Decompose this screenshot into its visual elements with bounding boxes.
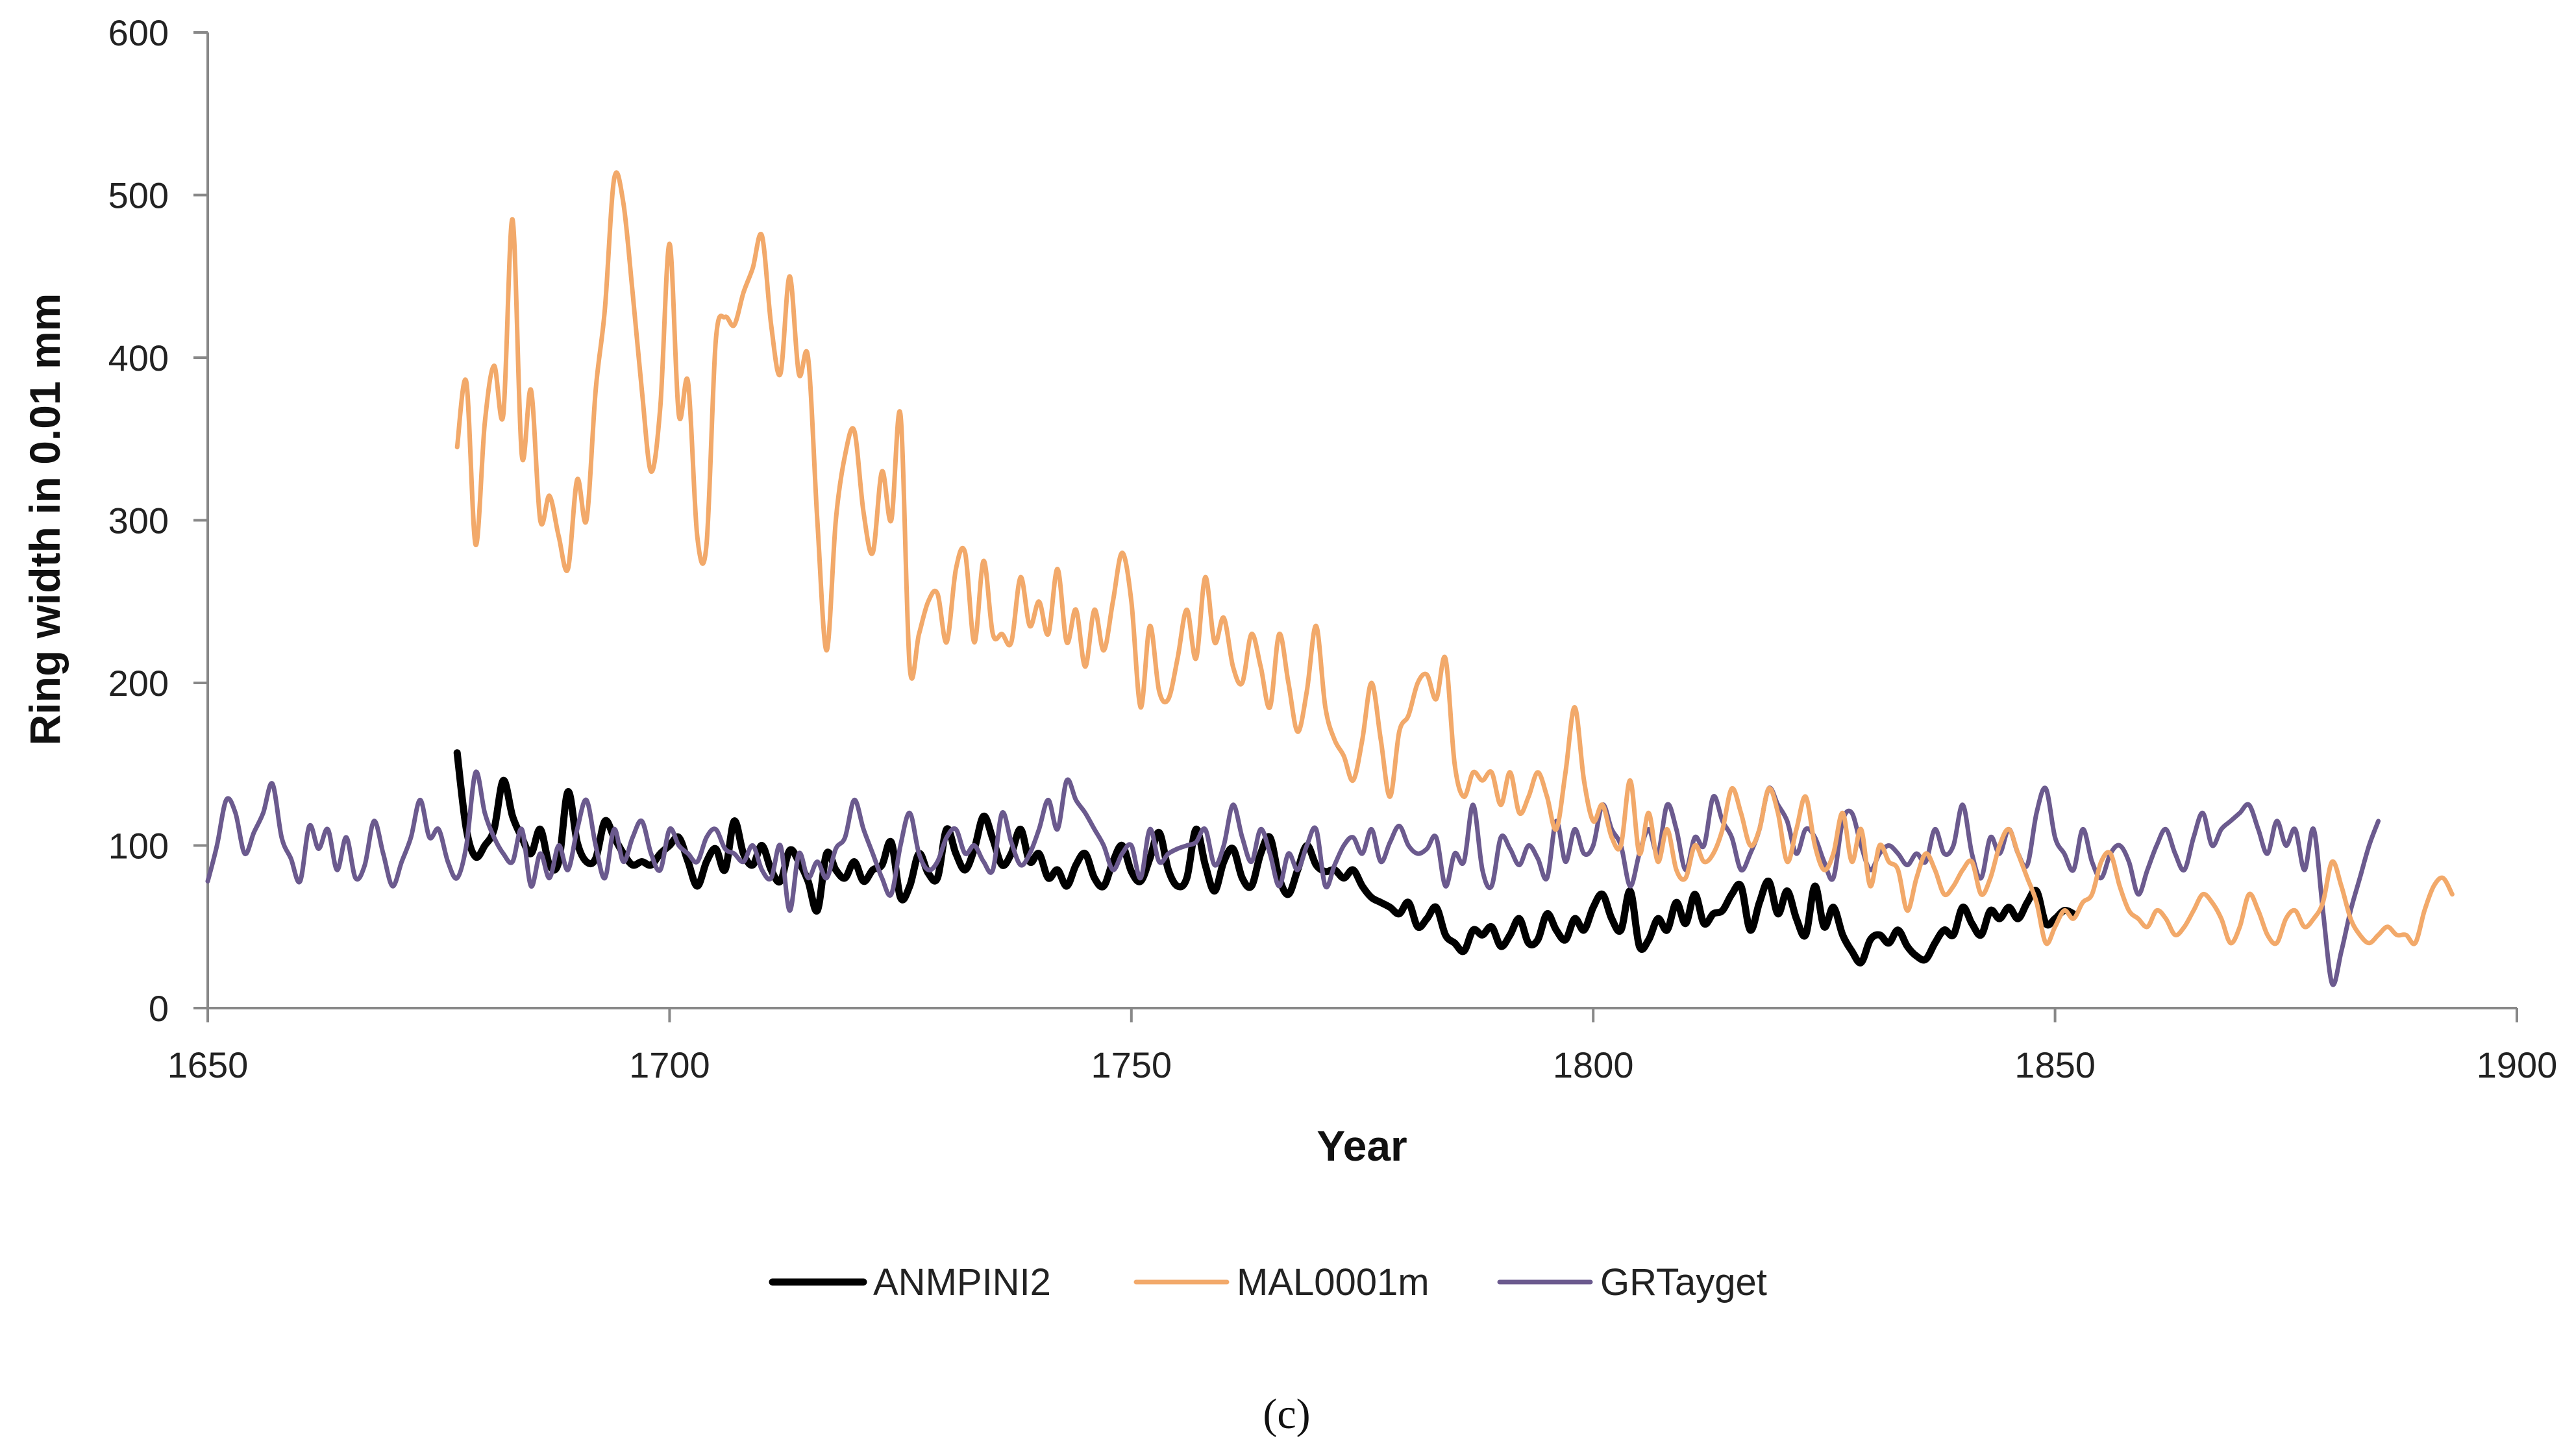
- series-line-anmpini2: [453, 749, 2077, 967]
- x-tick-label: 1700: [629, 1044, 710, 1085]
- y-tick-label: 100: [108, 826, 169, 867]
- x-tick-label: 1750: [1091, 1044, 1172, 1085]
- legend-label-mal0001m: MAL0001m: [1237, 1261, 1429, 1303]
- series-line-mal0001m: [454, 170, 2455, 946]
- x-tick-label: 1900: [2477, 1044, 2558, 1085]
- panel-label: (c): [1263, 1390, 1310, 1438]
- axes: 0 100 200 300 400 500 600 1650 1700 1750 1800 1850…: [108, 12, 2558, 1085]
- legend-label-anmpini2: ANMPINI2: [873, 1261, 1051, 1303]
- y-tick-label: 0: [149, 988, 169, 1029]
- plot-series: [205, 170, 2455, 987]
- y-tick-label: 600: [108, 12, 169, 53]
- x-axis-ticks: 1650 1700 1750 1800 1850 1900: [167, 1008, 2558, 1085]
- legend: ANMPINI2 MAL0001m GRTayget: [769, 1261, 1767, 1303]
- y-tick-label: 500: [108, 175, 169, 216]
- y-tick-label: 300: [108, 500, 169, 541]
- y-axis-ticks: 0 100 200 300 400 500 600: [108, 12, 208, 1029]
- y-tick-label: 400: [108, 338, 169, 378]
- x-axis-title: Year: [1317, 1122, 1407, 1170]
- legend-label-grtayget: GRTayget: [1600, 1261, 1767, 1303]
- y-tick-label: 200: [108, 663, 169, 704]
- y-axis-title: Ring width in 0.01 mm: [21, 293, 69, 746]
- x-tick-label: 1650: [167, 1044, 249, 1085]
- x-tick-label: 1800: [1553, 1044, 1634, 1085]
- x-tick-label: 1850: [2014, 1044, 2096, 1085]
